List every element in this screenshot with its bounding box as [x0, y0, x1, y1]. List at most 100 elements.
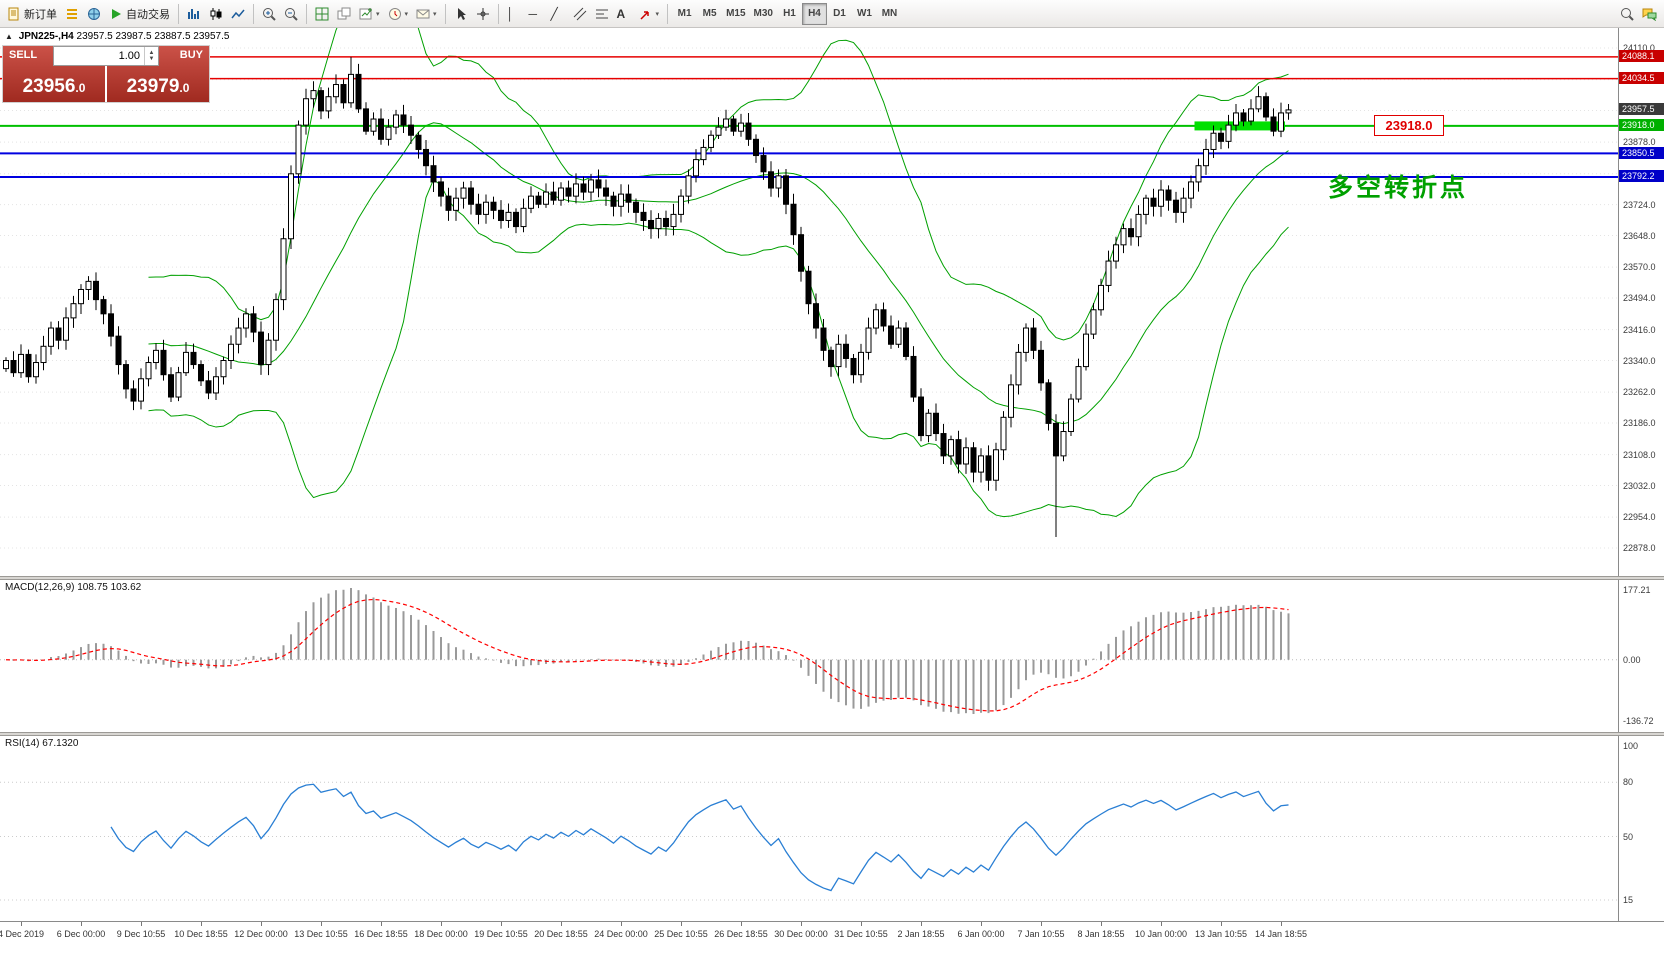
chevron-down-icon: ▾ — [376, 10, 380, 18]
time-axis-tick — [861, 922, 862, 926]
timeframe-H1[interactable]: H1 — [777, 3, 802, 25]
macd-axis-label: 0.00 — [1623, 654, 1641, 665]
macd-chart[interactable] — [0, 580, 1618, 732]
rsi-axis[interactable]: 100 80 50 15 — [1618, 736, 1664, 921]
cascade-windows-icon — [337, 7, 351, 19]
play-icon — [112, 8, 121, 19]
rsi-chart[interactable] — [0, 736, 1618, 921]
price-axis-label: 23340.0 — [1623, 355, 1656, 366]
trendline-tool-button[interactable]: ╱ — [547, 3, 569, 25]
timeframe-MN[interactable]: MN — [877, 3, 902, 25]
time-axis-label: 2 Jan 18:55 — [897, 929, 945, 939]
timeframe-M30[interactable]: M30 — [750, 3, 777, 25]
time-axis-tick — [201, 922, 202, 926]
timeframe-M1[interactable]: M1 — [672, 3, 697, 25]
toolbar-separator — [253, 3, 254, 24]
price-annotation-label[interactable]: 23918.0 — [1374, 114, 1444, 136]
collapse-panel-icon[interactable]: ▲ — [5, 32, 13, 41]
market-watch-button[interactable] — [83, 3, 105, 25]
search-button[interactable] — [1616, 3, 1638, 25]
time-axis-label: 13 Jan 10:55 — [1194, 929, 1248, 939]
panel-splitter[interactable] — [0, 576, 1664, 580]
templates-button[interactable]: ▾ — [412, 3, 441, 25]
cascade-windows-button[interactable] — [333, 3, 355, 25]
line-chart-icon — [231, 9, 245, 18]
toolbar-separator — [667, 3, 669, 24]
new-order-label: 新订单 — [24, 8, 57, 21]
new-order-button[interactable]: 新订单 — [3, 3, 61, 25]
timeframe-W1[interactable]: W1 — [852, 3, 877, 25]
market-depth-button[interactable] — [61, 3, 83, 25]
rsi-value: 67.1320 — [42, 738, 79, 749]
text-tool-button[interactable]: A — [613, 3, 635, 25]
auto-trading-button[interactable]: 自动交易 — [105, 3, 174, 25]
windows-group: ▾ ▾ ▾ — [311, 3, 441, 25]
time-axis-tick — [1161, 922, 1162, 926]
price-axis-label: 23724.0 — [1623, 199, 1656, 210]
search-icon — [1621, 7, 1634, 21]
time-axis-tick — [441, 922, 442, 926]
price-axis-label: 23108.0 — [1623, 449, 1656, 460]
tile-windows-button[interactable] — [311, 3, 333, 25]
toolbar-separator — [306, 3, 307, 24]
timeframe-H4[interactable]: H4 — [801, 2, 827, 25]
volume-field[interactable]: 1.00 ▲ ▼ — [53, 46, 159, 66]
candlestick-icon — [210, 7, 222, 20]
vertical-line-icon: │ — [506, 6, 515, 21]
zoom-out-button[interactable] — [280, 3, 302, 25]
toolbar-right-group — [1616, 3, 1661, 25]
time-axis-label: 4 Dec 2019 — [0, 929, 45, 939]
time-axis-tick — [561, 922, 562, 926]
cursor-button[interactable] — [450, 3, 472, 25]
toolbar-separator — [444, 3, 446, 24]
timeframe-D1[interactable]: D1 — [827, 3, 852, 25]
time-axis-tick — [1221, 922, 1222, 926]
price-axis-label: 23648.0 — [1623, 230, 1656, 241]
toolbar: 新订单 自动交易 — [0, 0, 1664, 28]
candlestick-button[interactable] — [205, 3, 227, 25]
rsi-axis-label: 15 — [1623, 894, 1634, 905]
bar-chart-button[interactable] — [183, 3, 205, 25]
time-axis-label: 6 Dec 00:00 — [56, 929, 106, 939]
profiles-button[interactable]: ▾ — [384, 3, 413, 25]
time-axis-label: 7 Jan 10:55 — [1017, 929, 1065, 939]
time-axis-tick — [621, 922, 622, 926]
time-axis[interactable]: 4 Dec 2019 6 Dec 00:00 9 Dec 10:55 10 Dec 1… — [0, 921, 1664, 945]
channel-tool-button[interactable] — [569, 3, 591, 25]
price-badge: 23957.5 — [1619, 103, 1664, 116]
fibonacci-tool-button[interactable] — [591, 3, 613, 25]
turning-point-annotation[interactable]: 多空转折点 — [1328, 173, 1469, 202]
chat-button[interactable] — [1638, 3, 1661, 25]
chevron-down-icon: ▾ — [655, 10, 660, 18]
price-badge: 24034.5 — [1619, 72, 1664, 85]
vertical-line-tool-button[interactable]: │ — [503, 3, 525, 25]
time-axis-label: 16 Dec 18:55 — [354, 929, 408, 939]
sell-label: SELL — [9, 49, 38, 61]
objects-group: │ ─ ╱ A ▾ — [503, 3, 664, 25]
zoom-in-button[interactable] — [258, 3, 280, 25]
chart-title: ▲ JPN225-,H4 23957.5 23987.5 23887.5 239… — [5, 31, 229, 42]
timeframe-M15[interactable]: M15 — [722, 3, 749, 25]
bid-price: 23956.0 — [22, 76, 86, 97]
arrows-tool-button[interactable]: ▾ — [635, 3, 664, 25]
volume-stepper[interactable]: ▲ ▼ — [144, 47, 158, 65]
arrow-icon — [640, 10, 649, 20]
price-chart[interactable] — [0, 28, 1618, 576]
price-axis-label: 23032.0 — [1623, 480, 1656, 491]
time-axis-tick — [21, 922, 22, 926]
time-axis-tick — [921, 922, 922, 926]
panel-splitter[interactable] — [0, 732, 1664, 736]
price-axis[interactable]: 24110.0 23878.0 23724.0 23648.0 23570.0 23494… — [1618, 28, 1664, 576]
horizontal-line-tool-button[interactable]: ─ — [525, 3, 547, 25]
time-axis-label: 20 Dec 18:55 — [534, 929, 588, 939]
time-axis-tick — [741, 922, 742, 926]
new-chart-button[interactable]: ▾ — [355, 3, 384, 25]
price-badge: 23918.0 — [1619, 119, 1664, 132]
main-chart-panel: ▲ JPN225-,H4 23957.5 23987.5 23887.5 239… — [0, 28, 1664, 576]
line-chart-button[interactable] — [227, 3, 249, 25]
market-depth-icon — [67, 8, 77, 19]
macd-axis[interactable]: 177.21 0.00 -136.72 — [1618, 580, 1664, 732]
new-chart-icon — [359, 7, 372, 19]
timeframe-M5[interactable]: M5 — [697, 3, 722, 25]
crosshair-button[interactable] — [472, 3, 494, 25]
